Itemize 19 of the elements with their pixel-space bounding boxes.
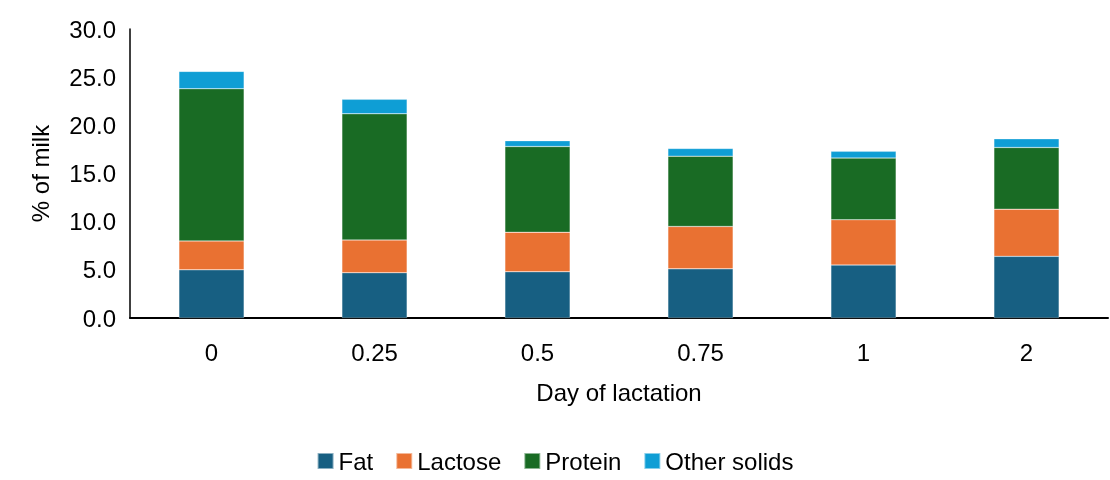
y-tick-label: 15.0 xyxy=(69,160,116,187)
x-tick-label: 0.5 xyxy=(520,338,555,366)
legend-label: Protein xyxy=(545,447,622,475)
legend-label: Other solids xyxy=(665,447,794,475)
y-tick-label: 0.0 xyxy=(82,304,116,332)
legend-label: Lactose xyxy=(417,447,502,475)
x-tick-label: 1 xyxy=(856,338,871,366)
y-tick-label: 10.0 xyxy=(69,208,116,236)
y-tick-label: 20.0 xyxy=(69,111,116,139)
x-tick-label: 2 xyxy=(1019,338,1034,366)
y-axis-title: % of milk xyxy=(26,123,54,223)
x-tick-label: 0.75 xyxy=(677,338,724,366)
legend-label: Fat xyxy=(338,447,374,475)
x-tick-label: 0 xyxy=(204,338,219,366)
y-tick-label: 25.0 xyxy=(69,63,116,91)
x-axis-title: Day of lactation xyxy=(536,378,702,406)
y-tick-label: 30.0 xyxy=(69,15,116,43)
y-tick-label: 5.0 xyxy=(82,256,116,284)
x-tick-label: 0.25 xyxy=(351,338,398,366)
